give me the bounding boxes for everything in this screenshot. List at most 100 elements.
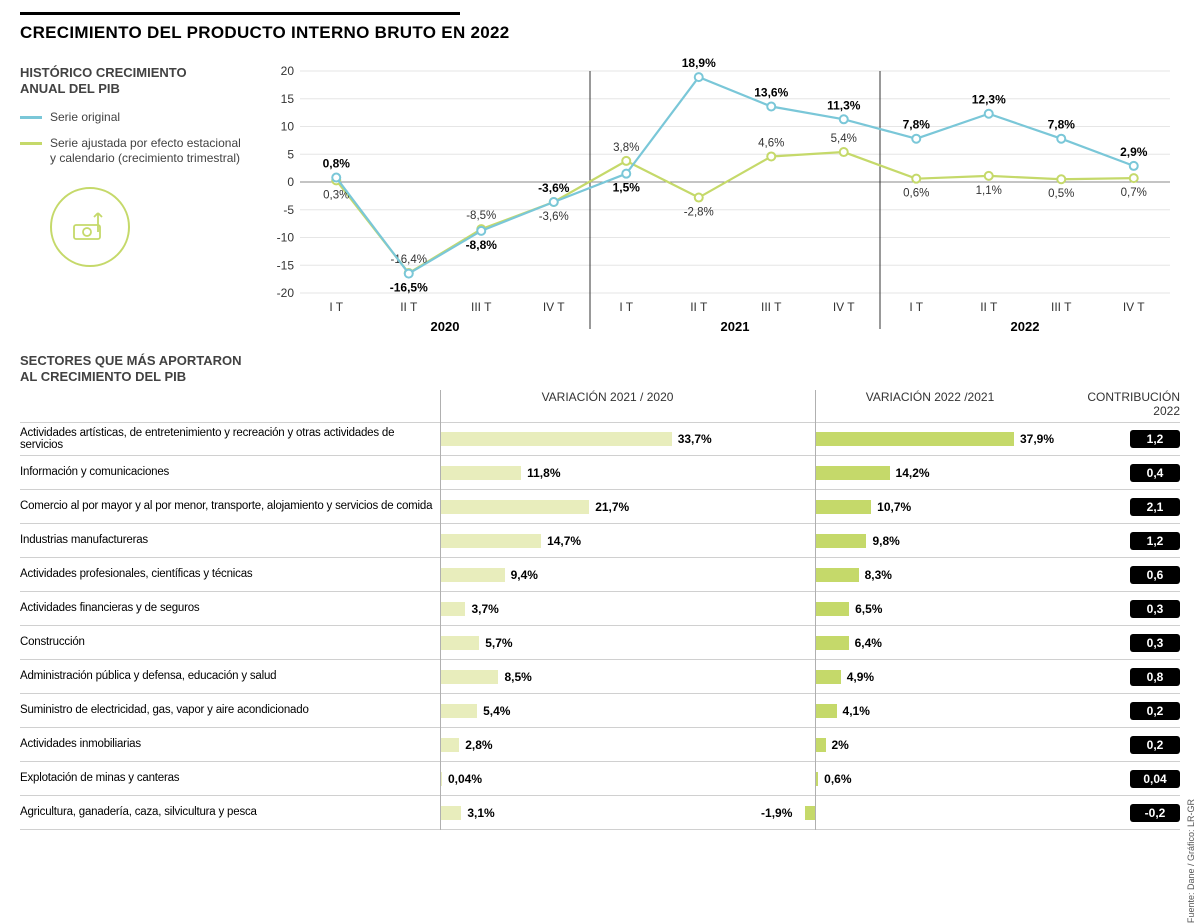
bar-var1-value: 5,4% — [483, 704, 510, 718]
bar-var1-value: 3,7% — [471, 602, 498, 616]
bar-var2-value: 14,2% — [896, 466, 930, 480]
bar-var2-value: 37,9% — [1020, 432, 1054, 446]
sector-row: Información y comunicaciones11,8%14,2%0,… — [20, 456, 1180, 490]
svg-text:11,3%: 11,3% — [827, 98, 861, 112]
bar-var1-value: 3,1% — [467, 806, 494, 820]
header-var2: VARIACIÓN 2022 /2021 — [775, 390, 1085, 418]
sector-name: Administración pública y defensa, educac… — [20, 670, 440, 683]
svg-text:2021: 2021 — [721, 319, 750, 334]
bar-var2: 6,4% — [775, 626, 1085, 659]
sector-name: Suministro de electricidad, gas, vapor y… — [20, 704, 440, 717]
svg-text:IV T: IV T — [833, 300, 855, 314]
svg-text:-8,8%: -8,8% — [466, 238, 498, 252]
svg-text:II T: II T — [400, 300, 418, 314]
svg-text:10: 10 — [281, 120, 295, 134]
sector-name: Actividades financieras y de seguros — [20, 602, 440, 615]
svg-text:0,7%: 0,7% — [1121, 187, 1147, 199]
svg-text:15: 15 — [281, 92, 295, 106]
svg-text:IV T: IV T — [543, 300, 565, 314]
bar-var1: 14,7% — [440, 524, 775, 557]
header-contrib: CONTRIBUCIÓN 2022 — [1085, 390, 1180, 418]
bar-var2-value: 6,4% — [855, 636, 882, 650]
svg-text:2022: 2022 — [1011, 319, 1040, 334]
sectors-title: SECTORES QUE MÁS APORTARON AL CRECIMIENT… — [20, 353, 1180, 384]
sector-row: Actividades artísticas, de entretenimien… — [20, 422, 1180, 456]
contrib-cell: 0,04 — [1085, 770, 1180, 788]
bar-var1-value: 0,04% — [448, 772, 482, 786]
bar-var1: 21,7% — [440, 490, 775, 523]
sectors-table: VARIACIÓN 2021 / 2020 VARIACIÓN 2022 /20… — [20, 390, 1180, 830]
legend-heading-l2: ANUAL DEL PIB — [20, 81, 120, 96]
sector-row: Explotación de minas y canteras 0,04% 0,6%… — [20, 762, 1180, 796]
contrib-cell: 2,1 — [1085, 498, 1180, 516]
svg-text:-15: -15 — [277, 258, 295, 272]
svg-text:20: 20 — [281, 64, 295, 78]
bar-var2: 4,9% — [775, 660, 1085, 693]
contrib-value: 0,04 — [1130, 770, 1180, 788]
svg-text:IV T: IV T — [1123, 300, 1145, 314]
svg-text:-8,5%: -8,5% — [466, 210, 496, 222]
sector-row: Suministro de electricidad, gas, vapor y… — [20, 694, 1180, 728]
contrib-cell: 0,3 — [1085, 600, 1180, 618]
svg-text:0,5%: 0,5% — [1048, 188, 1074, 200]
top-section: HISTÓRICO CRECIMIENTO ANUAL DEL PIB Seri… — [20, 55, 1180, 345]
contrib-value: 0,2 — [1130, 702, 1180, 720]
bar-var1-value: 5,7% — [485, 636, 512, 650]
swatch-original — [20, 116, 42, 119]
bar-var2-value: 8,3% — [865, 568, 892, 582]
svg-text:7,8%: 7,8% — [1048, 118, 1076, 132]
title-rule — [20, 12, 460, 15]
sector-row: Industrias manufactureras14,7%9,8%1,2 — [20, 524, 1180, 558]
sectors-title-l2: AL CRECIMIENTO DEL PIB — [20, 369, 186, 384]
svg-text:I T: I T — [909, 300, 923, 314]
svg-text:0: 0 — [287, 175, 294, 189]
sector-name: Agricultura, ganadería, caza, silvicultu… — [20, 806, 440, 819]
bar-var2: 14,2% — [775, 456, 1085, 489]
svg-text:-3,6%: -3,6% — [538, 181, 570, 195]
sector-row: Construcción5,7%6,4%0,3 — [20, 626, 1180, 660]
svg-text:18,9%: 18,9% — [682, 56, 716, 70]
sector-name: Explotación de minas y canteras — [20, 772, 440, 785]
svg-text:-20: -20 — [277, 286, 295, 300]
bar-var1-value: 8,5% — [504, 670, 531, 684]
sector-name: Industrias manufactureras — [20, 534, 440, 547]
svg-text:7,8%: 7,8% — [903, 118, 931, 132]
sector-row: Actividades profesionales, científicas y… — [20, 558, 1180, 592]
sector-row: Agricultura, ganadería, caza, silvicultu… — [20, 796, 1180, 830]
swatch-adjusted — [20, 142, 42, 145]
bar-var2: 0,6% — [775, 762, 1085, 795]
svg-text:3,8%: 3,8% — [613, 142, 639, 154]
contrib-cell: -0,2 — [1085, 804, 1180, 822]
contrib-value: 0,3 — [1130, 634, 1180, 652]
table-divider-1 — [440, 390, 441, 830]
growth-icon — [50, 187, 130, 267]
svg-text:4,6%: 4,6% — [758, 137, 784, 149]
sector-row: Administración pública y defensa, educac… — [20, 660, 1180, 694]
contrib-value: 0,8 — [1130, 668, 1180, 686]
svg-text:II T: II T — [690, 300, 708, 314]
svg-text:5: 5 — [287, 147, 294, 161]
bar-var1: 9,4% — [440, 558, 775, 591]
contrib-cell: 1,2 — [1085, 532, 1180, 550]
svg-text:III T: III T — [1051, 300, 1072, 314]
bar-var1: 5,4% — [440, 694, 775, 727]
legend-heading-l1: HISTÓRICO CRECIMIENTO — [20, 65, 187, 80]
bar-var1: 0,04% — [440, 762, 775, 795]
bar-var2: 4,1% — [775, 694, 1085, 727]
header-var1: VARIACIÓN 2021 / 2020 — [440, 390, 775, 418]
svg-text:I T: I T — [619, 300, 633, 314]
contrib-value: 0,3 — [1130, 600, 1180, 618]
legend-block: HISTÓRICO CRECIMIENTO ANUAL DEL PIB Seri… — [20, 55, 250, 345]
table-header: VARIACIÓN 2021 / 2020 VARIACIÓN 2022 /20… — [20, 390, 1180, 422]
contrib-value: 0,4 — [1130, 464, 1180, 482]
svg-text:1,5%: 1,5% — [613, 181, 641, 195]
bar-var1-value: 2,8% — [465, 738, 492, 752]
sectors-title-l1: SECTORES QUE MÁS APORTARON — [20, 353, 242, 368]
bar-var1: 8,5% — [440, 660, 775, 693]
svg-text:-10: -10 — [277, 231, 295, 245]
svg-text:2020: 2020 — [431, 319, 460, 334]
bar-var2: 6,5% — [775, 592, 1085, 625]
svg-text:-5: -5 — [283, 203, 294, 217]
contrib-value: 0,6 — [1130, 566, 1180, 584]
bar-var2-value: 4,1% — [843, 704, 870, 718]
